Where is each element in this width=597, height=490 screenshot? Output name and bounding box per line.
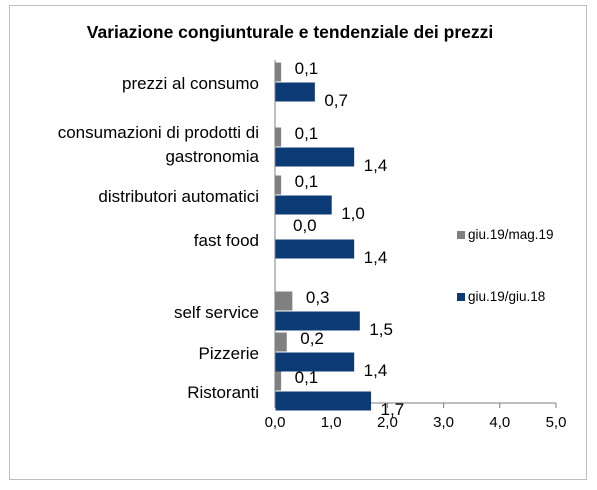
category-label: gastronomia (165, 147, 259, 166)
bar-giu19-mag19 (275, 332, 287, 352)
category-label: self service (174, 303, 259, 322)
bar-giu19-mag19 (275, 371, 282, 391)
data-label: 1,4 (364, 248, 388, 267)
category-label: distributori automatici (98, 187, 259, 206)
category-label: Pizzerie (199, 344, 259, 363)
legend-label: giu.19/mag.19 (468, 227, 554, 242)
category-label: prezzi al consumo (122, 74, 259, 93)
bar-giu19-giu18 (275, 352, 355, 372)
legend-swatch (457, 293, 465, 301)
bar-giu19-giu18 (275, 391, 372, 411)
bar-giu19-mag19 (275, 62, 282, 82)
category-label: fast food (194, 231, 259, 250)
x-tick-label: 3,0 (433, 414, 454, 431)
data-label: 0,1 (295, 172, 319, 191)
x-tick-label: 0,0 (265, 414, 286, 431)
data-label: 0,7 (324, 91, 348, 110)
bar-giu19-mag19 (275, 175, 282, 195)
x-tick-label: 4,0 (489, 414, 510, 431)
data-label: 0,2 (300, 329, 324, 348)
data-label: 1,4 (364, 156, 388, 175)
legend-label: giu.19/giu.18 (468, 289, 545, 304)
bar-giu19-giu18 (275, 239, 355, 259)
legend-swatch (457, 231, 465, 239)
data-label: 0,0 (293, 216, 317, 235)
bar-giu19-giu18 (275, 147, 355, 167)
data-label: 0,1 (295, 124, 319, 143)
data-label: 1,0 (341, 204, 365, 223)
data-label: 0,1 (295, 368, 319, 387)
x-tick-label: 5,0 (546, 414, 567, 431)
x-tick-label: 1,0 (321, 414, 342, 431)
bar-giu19-giu18 (275, 311, 360, 331)
data-label: 0,1 (295, 59, 319, 78)
bar-giu19-mag19 (275, 127, 282, 147)
data-label: 1,4 (364, 361, 388, 380)
category-label: Ristoranti (187, 383, 259, 402)
bar-giu19-giu18 (275, 195, 332, 215)
data-label: 0,3 (306, 288, 330, 307)
data-label: 1,7 (381, 400, 405, 419)
bar-giu19-mag19 (275, 291, 293, 311)
category-label: consumazioni di prodotti di (58, 123, 259, 142)
bar-giu19-giu18 (275, 82, 315, 102)
x-tick-label: 2,0 (377, 414, 398, 431)
data-label: 1,5 (369, 320, 393, 339)
chart-title: Variazione congiunturale e tendenziale d… (86, 22, 494, 42)
